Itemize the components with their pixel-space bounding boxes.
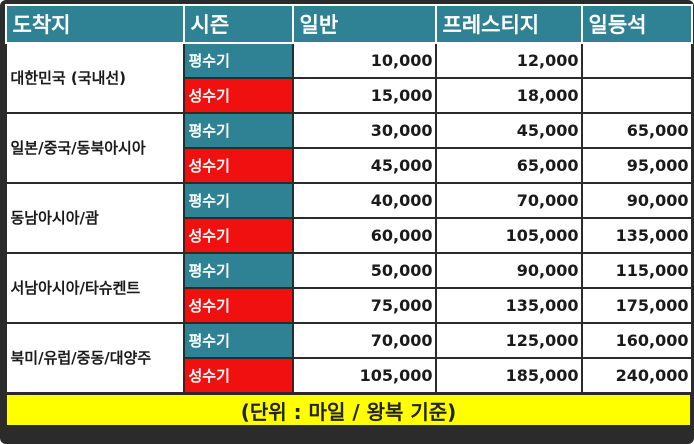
first-miles: 240,000	[580, 357, 693, 395]
table-row: 성수기 105,000 185,000 240,000	[6, 357, 693, 395]
season-off-label: 평수기	[182, 42, 294, 79]
table-row: 성수기 45,000 65,000 95,000	[6, 147, 693, 184]
season-peak-label: 성수기	[182, 357, 294, 395]
table-row: 성수기 60,000 105,000 135,000	[6, 217, 693, 254]
season-off-label: 평수기	[182, 112, 294, 149]
season-peak-label: 성수기	[182, 77, 294, 114]
first-miles: 160,000	[580, 322, 693, 359]
table-row: 서남아시아/타슈켄트 평수기 50,000 90,000 115,000	[4, 252, 693, 324]
first-miles: 115,000	[580, 252, 693, 289]
mileage-table: 도착지 시즌 일반 프레스티지 일등석 대한민국 (국내선) 평수기 10,00…	[4, 4, 693, 428]
season-off-label: 평수기	[182, 182, 294, 219]
unit-note: (단위 : 마일 / 왕복 기준)	[4, 392, 693, 428]
first-miles: 90,000	[580, 182, 693, 219]
footer-row: (단위 : 마일 / 왕복 기준)	[4, 392, 693, 428]
table-row: 일본/중국/동북아시아 평수기 30,000 45,000 65,000	[4, 112, 693, 184]
first-miles: 175,000	[580, 287, 693, 324]
region-name: 대한민국 (국내선)	[4, 42, 185, 114]
prestige-miles: 18,000	[434, 77, 583, 114]
region-name: 동남아시아/괌	[4, 182, 185, 254]
economy-miles: 10,000	[291, 42, 437, 79]
table-row: 북미/유럽/중동/대양주 평수기 70,000 125,000 160,000	[4, 322, 693, 395]
prestige-miles: 105,000	[434, 217, 583, 254]
economy-miles: 15,000	[291, 77, 437, 114]
prestige-miles: 12,000	[434, 42, 583, 79]
economy-miles: 60,000	[291, 217, 437, 254]
season-off-label: 평수기	[182, 322, 294, 359]
table-row: 대한민국 (국내선) 평수기 10,000 12,000	[4, 42, 693, 114]
season-peak-label: 성수기	[182, 287, 294, 324]
prestige-miles: 90,000	[434, 252, 583, 289]
region-name: 일본/중국/동북아시아	[4, 112, 185, 184]
header-first: 일등석	[580, 4, 693, 44]
first-miles: 95,000	[580, 147, 693, 184]
prestige-miles: 135,000	[434, 287, 583, 324]
header-destination: 도착지	[4, 4, 185, 44]
economy-miles: 40,000	[291, 182, 437, 219]
economy-miles: 50,000	[291, 252, 437, 289]
economy-miles: 30,000	[291, 112, 437, 149]
prestige-miles: 65,000	[434, 147, 583, 184]
header-row: 도착지 시즌 일반 프레스티지 일등석	[4, 4, 693, 44]
table-row: 동남아시아/괌 평수기 40,000 70,000 90,000	[4, 182, 693, 254]
first-miles	[580, 77, 693, 114]
prestige-miles: 45,000	[434, 112, 583, 149]
economy-miles: 75,000	[291, 287, 437, 324]
header-prestige: 프레스티지	[434, 4, 583, 44]
first-miles: 135,000	[580, 217, 693, 254]
prestige-miles: 185,000	[434, 357, 583, 395]
region-name: 서남아시아/타슈켄트	[4, 252, 185, 324]
region-name: 북미/유럽/중동/대양주	[4, 322, 185, 395]
economy-miles: 70,000	[291, 322, 437, 359]
prestige-miles: 125,000	[434, 322, 583, 359]
economy-miles: 105,000	[291, 357, 437, 395]
season-off-label: 평수기	[182, 252, 294, 289]
first-miles: 65,000	[580, 112, 693, 149]
header-season: 시즌	[182, 4, 294, 44]
table-row: 성수기 15,000 18,000	[6, 77, 693, 114]
season-peak-label: 성수기	[182, 217, 294, 254]
first-miles	[580, 42, 693, 79]
season-peak-label: 성수기	[182, 147, 294, 184]
prestige-miles: 70,000	[434, 182, 583, 219]
economy-miles: 45,000	[291, 147, 437, 184]
table-row: 성수기 75,000 135,000 175,000	[6, 287, 693, 324]
header-economy: 일반	[291, 4, 437, 44]
